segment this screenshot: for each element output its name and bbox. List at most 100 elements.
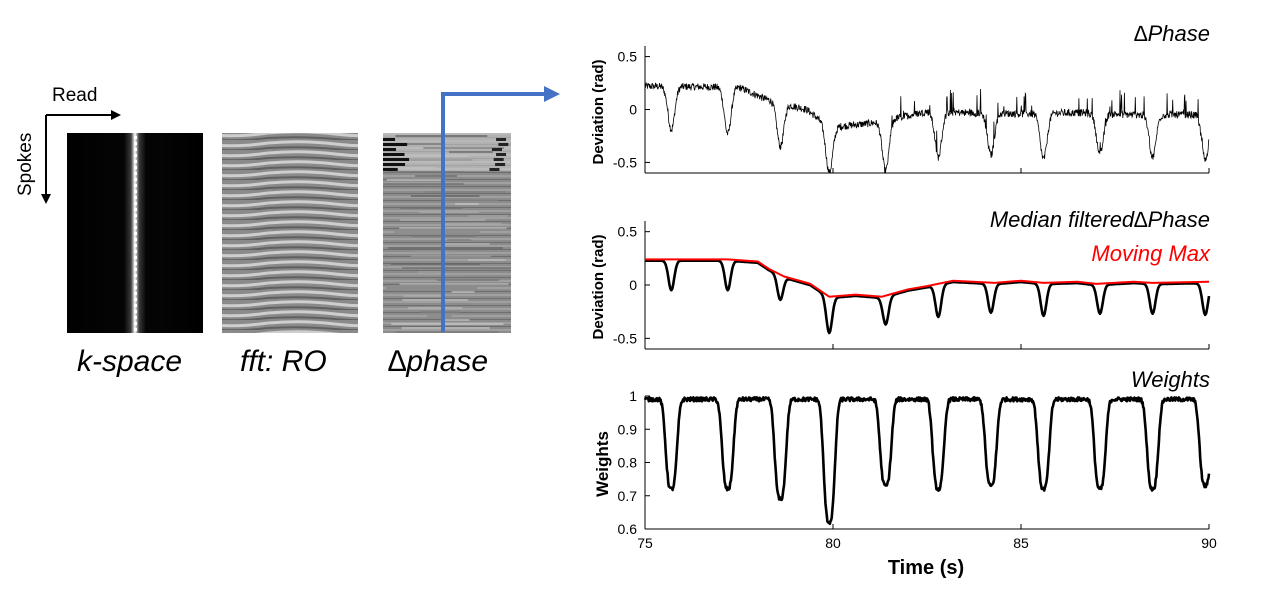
kspace-dot <box>134 328 137 331</box>
phase-streak <box>447 239 471 241</box>
connector-arrow <box>441 92 544 332</box>
kspace-dot <box>134 178 137 181</box>
phase-streak <box>444 243 490 245</box>
phase-streak <box>394 231 480 233</box>
chart2-xticks <box>644 344 1210 349</box>
chart1-yticks: 0.5 0 -0.5 <box>613 49 650 170</box>
chart-weights: Weights Weights 1 0.9 0.8 0.7 0.6 75 80 85 90 T… <box>593 367 1217 579</box>
kspace-dot <box>134 322 137 325</box>
kspace-dot <box>134 166 137 169</box>
kspace-dot <box>134 244 137 247</box>
read-label: Read <box>52 85 97 106</box>
ytick-label: 0.5 <box>618 49 638 65</box>
kspace-dot <box>134 184 137 187</box>
kspace-dot <box>134 298 137 301</box>
phase-streak <box>468 215 508 217</box>
phase-streak <box>473 303 506 305</box>
phase-dark-edge <box>495 163 506 166</box>
phase-streak <box>444 199 499 201</box>
read-arrow-head <box>111 110 121 120</box>
chart2-legend-moving-max: Moving Max <box>1091 241 1211 266</box>
phase-streak <box>400 275 465 277</box>
ytick-label: 0 <box>629 102 637 118</box>
phase-streak <box>423 147 504 149</box>
kspace-dot <box>134 256 137 259</box>
kspace-dot <box>134 274 137 277</box>
dphase-caption: ∆phase <box>388 345 488 378</box>
phase-streak <box>427 163 464 165</box>
phase-streak <box>436 279 500 281</box>
chart2-yticks: 0.5 0 -0.5 <box>613 224 650 346</box>
kspace-dot <box>134 160 137 163</box>
phase-streak <box>388 247 503 249</box>
spokes-arrow-head <box>41 194 51 204</box>
xtick-label: 90 <box>1201 535 1217 551</box>
kspace-dot <box>134 268 137 271</box>
ytick-label: -0.5 <box>613 330 637 346</box>
kspace-dot <box>134 154 137 157</box>
phase-streak <box>407 307 463 309</box>
phase-streak <box>397 167 435 169</box>
phase-streak <box>420 311 460 313</box>
phase-dark-edge <box>383 138 396 141</box>
chart1-series-dphase <box>644 82 1210 174</box>
phase-streak <box>419 211 480 213</box>
kspace-dot <box>134 292 137 295</box>
chart2-title: Median filtered∆Phase <box>990 207 1210 232</box>
phase-streak <box>395 331 499 333</box>
kspace-dot <box>134 142 137 145</box>
phase-streak <box>391 323 504 325</box>
phase-streak <box>449 151 493 153</box>
xtick-label: 85 <box>1013 535 1029 551</box>
kspace-dot <box>134 220 137 223</box>
chart3-ylabel: Weights <box>593 431 612 497</box>
phase-streak <box>402 299 468 301</box>
kspace-dot <box>134 214 137 217</box>
kspace-dot <box>134 208 137 211</box>
phase-streak <box>386 179 446 181</box>
kspace-dot <box>134 190 137 193</box>
fft-ro-image-sheen <box>222 133 358 333</box>
kspace-dot <box>134 136 137 139</box>
kspace-dot <box>134 250 137 253</box>
ytick-label: 0.5 <box>618 224 638 240</box>
phase-streak <box>399 283 509 285</box>
phase-streak <box>415 175 458 177</box>
phase-dark-edge <box>383 168 398 171</box>
phase-dark-edge <box>383 153 405 156</box>
kspace-dot <box>134 280 137 283</box>
ytick-label: 0.7 <box>618 488 638 504</box>
phase-streak <box>402 267 511 269</box>
phase-streak <box>410 195 480 197</box>
phase-streak <box>401 327 490 329</box>
phase-streak <box>455 203 479 205</box>
xtick-label: 80 <box>825 535 841 551</box>
phase-streak <box>451 291 475 293</box>
phase-streak <box>389 155 469 157</box>
kspace-dot <box>134 232 137 235</box>
phase-dark-edge <box>383 148 396 151</box>
phase-streak <box>417 251 451 253</box>
ytick-label: 1 <box>629 388 637 404</box>
chart3-series-weights <box>643 395 1211 526</box>
kspace-dot <box>134 262 137 265</box>
phase-streak <box>427 315 452 317</box>
phase-streak <box>400 207 463 209</box>
phase-streak <box>390 263 481 265</box>
phase-streak <box>443 223 502 225</box>
fft-ro-image <box>222 133 358 333</box>
phase-dark-edge <box>498 143 509 146</box>
spokes-label: Spokes <box>15 133 36 196</box>
ytick-label: -0.5 <box>613 154 637 170</box>
kspace-dot <box>134 310 137 313</box>
kspace-dot <box>134 202 137 205</box>
kspace-dot <box>134 172 137 175</box>
phase-dark-edge <box>493 158 504 161</box>
kspace-dot <box>134 304 137 307</box>
kspace-dot <box>134 316 137 319</box>
chart3-title: Weights <box>1131 367 1210 392</box>
chart-median-filtered: Median filtered∆Phase Moving Max Deviati… <box>590 207 1211 350</box>
chart1-xticks <box>644 168 1210 173</box>
chart1-title: ∆Phase <box>1134 21 1210 46</box>
connector-arrow-head <box>544 86 560 102</box>
